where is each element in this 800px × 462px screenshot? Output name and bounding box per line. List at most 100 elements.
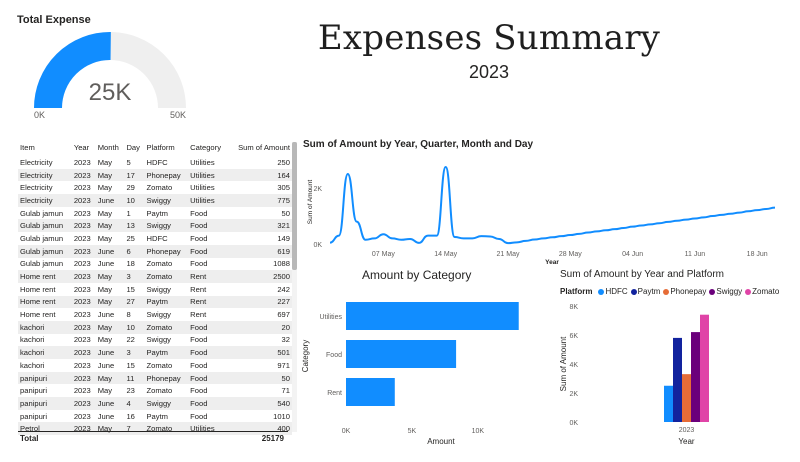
table-cell: 2500 [228, 270, 292, 283]
table-cell: 2023 [73, 233, 91, 243]
table-cell: June [95, 346, 125, 359]
table-cell: May [95, 219, 125, 233]
table-cell: 242 [277, 284, 290, 294]
table-row[interactable]: kachori 2023 May 22 Swiggy Food 32 [18, 334, 292, 347]
category-bar-chart[interactable]: Utilities Food Rent 0K 5K 10K Amount Category [298, 288, 538, 448]
table-cell: May [97, 386, 113, 396]
table-scrollbar-thumb[interactable] [292, 142, 297, 270]
table-cell: 149 [277, 233, 290, 243]
table-cell: 2023 [73, 208, 91, 218]
table-cell: June [95, 397, 125, 410]
column-header[interactable]: Day [126, 142, 140, 152]
expense-table[interactable]: Item Year Month Day Platform Category Sum of A… [18, 138, 292, 442]
line-x-tick: 07 May [372, 251, 395, 258]
table-cell: May [95, 320, 125, 334]
legend-item[interactable]: Zomato [752, 287, 780, 296]
table-cell: May [95, 295, 125, 309]
table-cell: 2023 [73, 284, 91, 294]
table-cell: Paytm [146, 411, 169, 421]
table-header-row[interactable]: Item Year Month Day Platform Category Sum of A… [18, 138, 292, 156]
table-cell: 321 [228, 219, 292, 233]
column-header[interactable]: Sum of Amount [238, 142, 290, 152]
table-row[interactable]: Gulab jamun 2023 May 25 HDFC Food 149 [18, 232, 292, 245]
table-cell: Food [190, 360, 208, 370]
line-chart-title: Sum of Amount by Year, Quarter, Month an… [303, 139, 534, 150]
column-header[interactable]: Platform [146, 142, 175, 152]
table-cell: Food [188, 371, 228, 385]
category-label: Rent [327, 390, 342, 397]
table-row[interactable]: Home rent 2023 May 15 Swiggy Rent 242 [18, 283, 292, 296]
table-cell: 4 [124, 397, 145, 410]
platform-column-chart[interactable]: 0K 2K 4K 6K 8K 2023 Year Sum of Amount [556, 298, 792, 448]
table-cell: 15 [126, 360, 135, 370]
platform-legend[interactable]: Platform HDFC Paytm Phonepay Swiggy Zomato [560, 287, 779, 296]
table-cell: Rent [188, 270, 228, 283]
table-cell: Swiggy [144, 397, 189, 410]
platform-y-tick: 2K [569, 391, 578, 398]
table-row[interactable]: kachori 2023 June 3 Paytm Food 501 [18, 346, 292, 359]
table-row[interactable]: Home rent 2023 June 8 Swiggy Rent 697 [18, 308, 292, 321]
table-row[interactable]: kachori 2023 June 15 Zomato Food 971 [18, 359, 292, 372]
table-cell: 2023 [71, 219, 96, 233]
table-cell: 25 [126, 233, 135, 243]
table-cell: kachori [20, 335, 45, 345]
table-row[interactable]: Electricity 2023 May 29 Zomato Utilities 305 [18, 181, 292, 194]
table-cell: Zomato [146, 259, 173, 269]
legend-item[interactable]: Paytm [637, 287, 661, 296]
table-row[interactable]: Electricity 2023 June 10 Swiggy Utilities 775 [18, 194, 292, 207]
table-row[interactable]: Gulab jamun 2023 May 1 Paytm Food 50 [18, 207, 292, 220]
table-cell: 18 [126, 259, 135, 269]
table-cell: 250 [277, 157, 290, 167]
table-cell: June [95, 244, 125, 258]
line-chart[interactable]: 0K 2K 07 May 14 May 21 May 28 May 04 Jun 11 Jun… [300, 152, 790, 267]
line-x-tick: 18 Jun [747, 251, 768, 258]
table-row[interactable]: Gulab jamun 2023 May 13 Swiggy Food 321 [18, 219, 292, 233]
column-header[interactable]: Year [73, 142, 90, 152]
legend-item[interactable]: Swiggy [716, 287, 743, 296]
table-row[interactable]: panipuri 2023 May 11 Phonepay Food 50 [18, 371, 292, 385]
table-cell: 2023 [71, 320, 96, 334]
table-cell: Gulab jamun [18, 244, 72, 258]
table-cell: Paytm [146, 208, 169, 218]
platform-bar [673, 337, 682, 422]
table-row[interactable]: panipuri 2023 June 4 Swiggy Food 540 [18, 397, 292, 410]
table-cell: Electricity [18, 168, 72, 182]
legend-swatch [663, 288, 670, 295]
column-header[interactable]: Category [190, 142, 221, 152]
table-cell: 2023 [71, 346, 96, 359]
table-row[interactable]: Gulab jamun 2023 June 6 Phonepay Food 619 [18, 244, 292, 258]
table-row[interactable]: Home rent 2023 May 3 Zomato Rent 2500 [18, 270, 292, 283]
platform-chart-title: Sum of Amount by Year and Platform [560, 269, 724, 280]
table-row[interactable]: Electricity 2023 May 17 Phonepay Utilities 164 [18, 168, 292, 182]
table-cell: 697 [277, 310, 290, 320]
table-row[interactable]: Electricity 2023 May 5 HDFC Utilities 250 [18, 156, 292, 169]
gauge-max-label: 50K [170, 110, 186, 120]
total-value: 25179 [261, 434, 284, 443]
legend-item[interactable]: HDFC [605, 287, 628, 296]
table-row[interactable]: Home rent 2023 May 27 Paytm Rent 227 [18, 295, 292, 309]
platform-bar [664, 385, 673, 422]
table-cell: Swiggy [144, 194, 189, 207]
table-cell: Swiggy [146, 284, 171, 294]
table-cell: kachori [20, 360, 45, 370]
table-cell: 1 [126, 208, 131, 218]
table-cell: HDFC [146, 233, 168, 243]
table-cell: 11 [124, 371, 145, 385]
table-row[interactable]: panipuri 2023 June 16 Paytm Food 1010 [18, 410, 292, 423]
line-x-tick: 14 May [434, 251, 457, 258]
legend-item[interactable]: Phonepay [670, 287, 707, 296]
table-scrollbar-track[interactable] [292, 142, 297, 432]
column-header[interactable]: Item [20, 142, 35, 152]
table-cell: 15 [126, 284, 135, 294]
table-cell: 501 [228, 346, 292, 359]
table-cell: 2023 [73, 259, 91, 269]
table-row[interactable]: panipuri 2023 May 23 Zomato Food 71 [18, 384, 292, 397]
table-cell: 2023 [71, 194, 96, 207]
table-row[interactable]: kachori 2023 May 10 Zomato Food 20 [18, 320, 292, 334]
table-cell: May [97, 233, 113, 243]
table-row[interactable]: Gulab jamun 2023 June 18 Zomato Food 1088 [18, 258, 292, 271]
table-cell: 10 [124, 320, 145, 334]
column-header[interactable]: Month [97, 142, 119, 152]
table-cell: Phonepay [144, 244, 189, 258]
table-cell: Home rent [18, 295, 72, 309]
